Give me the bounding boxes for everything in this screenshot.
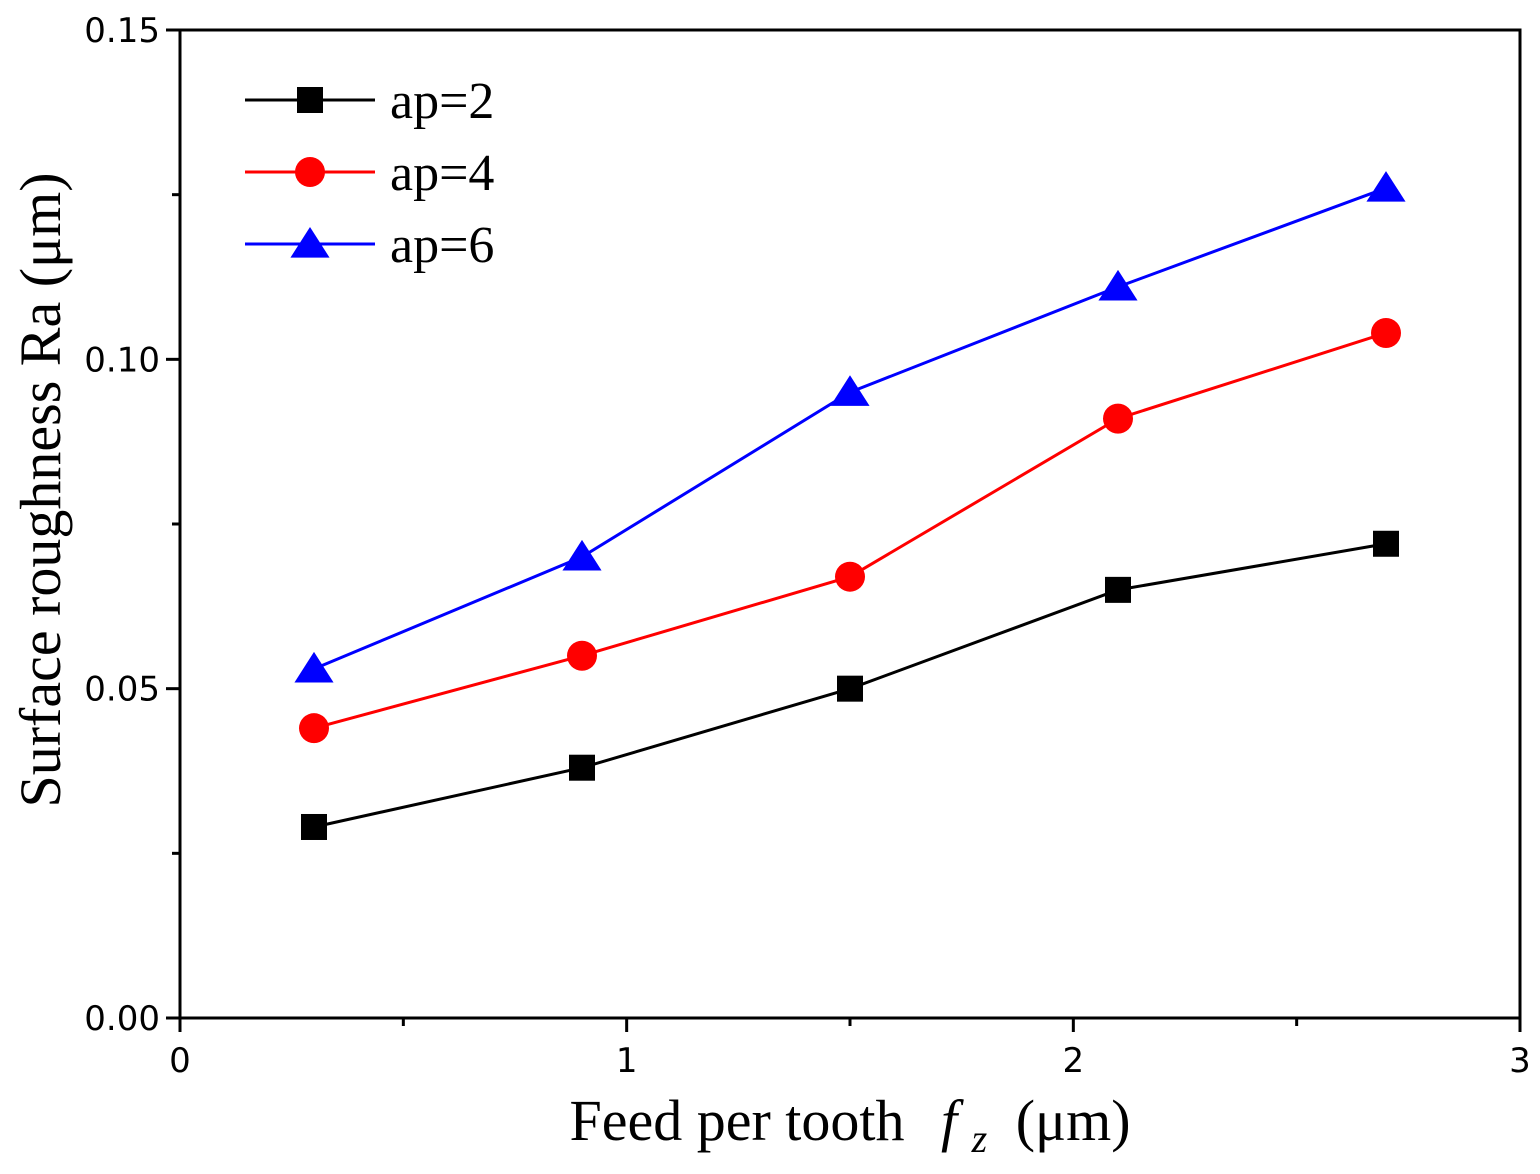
data-point (1373, 530, 1399, 557)
y-tick-label: 0.00 (84, 999, 160, 1039)
legend-marker (290, 227, 330, 258)
x-axis-title: Feed per tooth f z (μm) (569, 1088, 1130, 1165)
legend: ap=2 ap=4 ap=6 (245, 73, 494, 274)
data-point (567, 640, 597, 671)
y-axis-title: Surface roughness Ra (μm) (8, 172, 73, 807)
data-point (294, 651, 334, 683)
legend-entry: ap=2 (245, 73, 494, 130)
data-point (301, 813, 327, 840)
legend-label: ap=6 (390, 217, 494, 274)
data-point (1371, 317, 1401, 348)
x-axis-title-symbol: f (941, 1088, 964, 1153)
y-tick-label: 0.10 (84, 340, 160, 380)
series-1 (301, 530, 1399, 840)
data-point (1105, 576, 1131, 603)
plot-frame (178, 28, 1522, 1020)
x-tick-label: 2 (1063, 1041, 1085, 1081)
axes: 0.00 0.05 0.10 0.15 0 1 2 3 (84, 11, 1531, 1081)
x-tick-label: 0 (169, 1041, 191, 1081)
y-tick-label: 0.15 (84, 11, 160, 51)
legend-entry: ap=4 (245, 145, 494, 202)
data-point (837, 675, 863, 702)
data-point (835, 561, 865, 592)
legend-label: ap=2 (390, 73, 494, 130)
legend-marker (295, 157, 325, 187)
x-axis-title-unit: (μm) (1016, 1088, 1131, 1153)
data-point (1103, 403, 1133, 434)
data-point (562, 539, 602, 571)
x-axis-title-subscript: z (971, 1116, 988, 1161)
series-3 (294, 171, 1406, 683)
data-point (299, 713, 329, 744)
legend-entry: ap=6 (245, 217, 494, 274)
data-point (569, 754, 595, 781)
legend-marker (297, 87, 323, 113)
data-point (1098, 269, 1138, 301)
x-tick-label: 1 (616, 1041, 638, 1081)
series-layer (294, 171, 1406, 840)
y-tick-label: 0.05 (84, 670, 160, 710)
x-axis-title-text: Feed per tooth (569, 1088, 904, 1153)
x-tick-label: 3 (1509, 1041, 1531, 1081)
data-point (830, 375, 870, 406)
data-point (1366, 171, 1406, 202)
legend-label: ap=4 (390, 145, 494, 202)
series-2 (299, 317, 1401, 744)
